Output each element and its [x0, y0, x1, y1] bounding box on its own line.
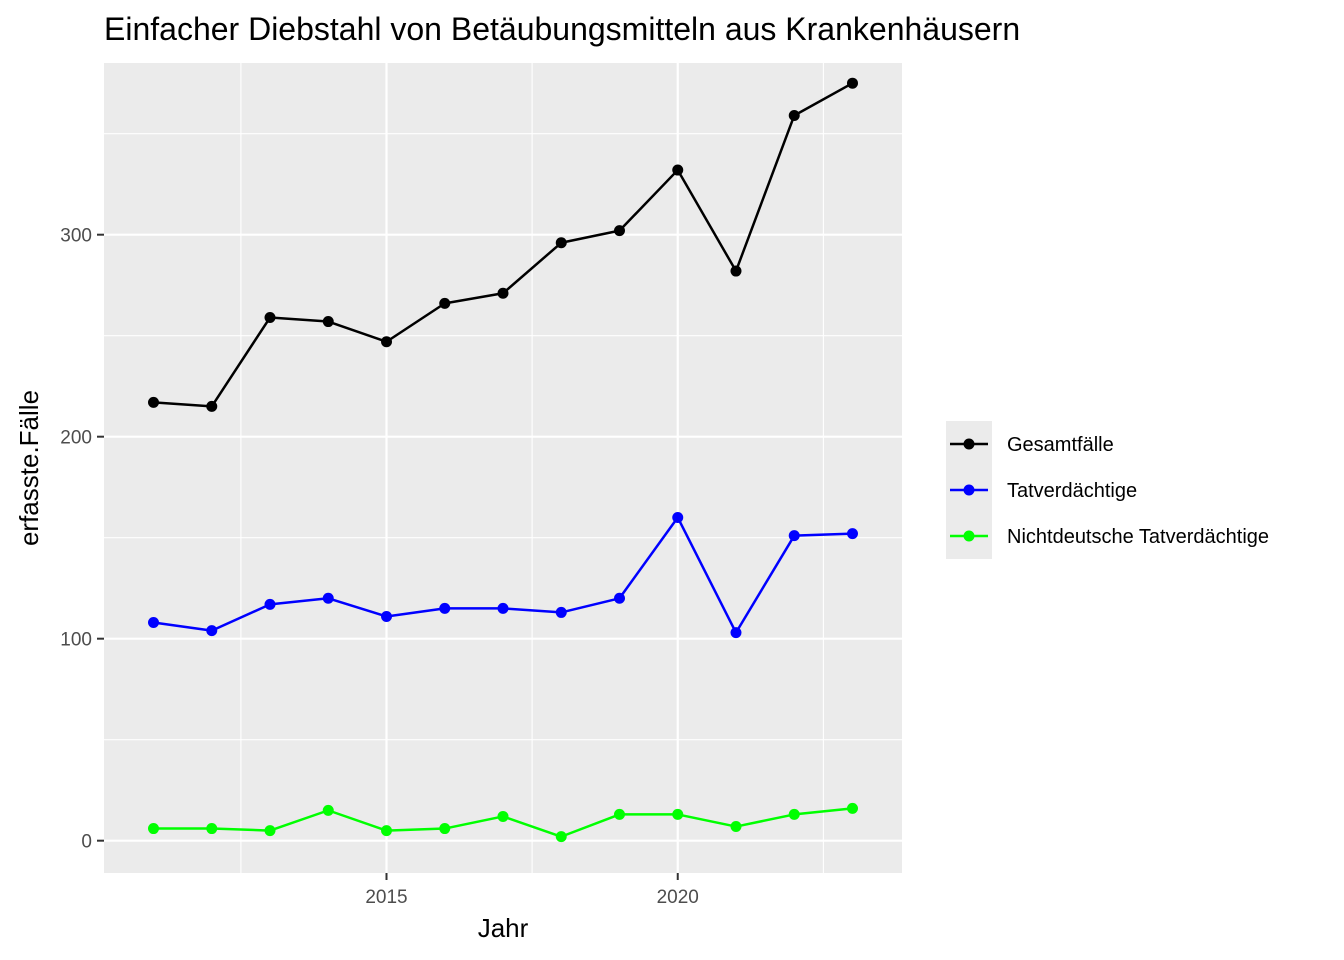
- series-group: [148, 77, 858, 412]
- plot-panel: [104, 63, 902, 873]
- series-group: [148, 511, 858, 639]
- data-point: [497, 602, 509, 614]
- data-point: [148, 823, 160, 835]
- data-point: [381, 825, 393, 837]
- data-point: [148, 396, 160, 408]
- data-point: [322, 316, 334, 328]
- legend-key-point: [963, 438, 975, 450]
- data-point: [788, 808, 800, 820]
- y-axis: 0 100 200 300: [60, 226, 104, 853]
- data-point: [322, 592, 334, 604]
- data-point: [206, 823, 218, 835]
- y-tick-label: 200: [60, 428, 92, 449]
- legend-label: Tatverdächtige: [1007, 480, 1137, 502]
- x-tick-label: 2015: [365, 887, 407, 908]
- y-axis-title: erfasste.Fälle: [14, 390, 44, 546]
- data-point: [613, 225, 625, 237]
- data-point: [613, 808, 625, 820]
- legend-label: Nichtdeutsche Tatverdächtige: [1007, 526, 1269, 548]
- data-point: [264, 312, 276, 324]
- data-point: [846, 77, 858, 89]
- data-point: [672, 164, 684, 176]
- legend: Gesamtfälle Tatverdächtige Nichtdeutsche T…: [946, 421, 1269, 559]
- data-point: [381, 610, 393, 622]
- data-point: [439, 823, 451, 835]
- data-point: [788, 110, 800, 122]
- data-point: [497, 287, 509, 299]
- y-tick-label: 100: [60, 630, 92, 651]
- data-point: [846, 802, 858, 814]
- data-point: [555, 237, 567, 249]
- series-group: [148, 802, 858, 843]
- data-point: [846, 528, 858, 540]
- legend-key-point: [963, 530, 975, 542]
- series-layer: [148, 77, 858, 843]
- data-point: [206, 400, 218, 412]
- data-point: [613, 592, 625, 604]
- grid-minor: [104, 63, 902, 873]
- data-point: [439, 602, 451, 614]
- data-point: [439, 297, 451, 309]
- data-point: [555, 831, 567, 843]
- data-point: [322, 804, 334, 816]
- data-point: [555, 606, 567, 618]
- data-point: [730, 627, 742, 639]
- data-point: [206, 625, 218, 637]
- legend-key-point: [963, 484, 975, 496]
- data-point: [672, 808, 684, 820]
- chart-title: Einfacher Diebstahl von Betäubungsmittel…: [104, 11, 1020, 47]
- data-point: [381, 336, 393, 348]
- data-point: [264, 598, 276, 610]
- data-point: [497, 810, 509, 822]
- legend-label: Gesamtfälle: [1007, 434, 1114, 456]
- data-point: [264, 825, 276, 837]
- y-tick-label: 300: [60, 226, 92, 247]
- x-axis: 2015 2020: [365, 873, 699, 908]
- data-point: [788, 530, 800, 542]
- grid-major: [104, 63, 902, 873]
- data-point: [730, 821, 742, 833]
- x-tick-label: 2020: [657, 887, 699, 908]
- data-point: [672, 511, 684, 523]
- x-axis-title: Jahr: [478, 913, 529, 943]
- y-tick-label: 0: [81, 832, 92, 853]
- data-point: [148, 617, 160, 629]
- data-point: [730, 265, 742, 277]
